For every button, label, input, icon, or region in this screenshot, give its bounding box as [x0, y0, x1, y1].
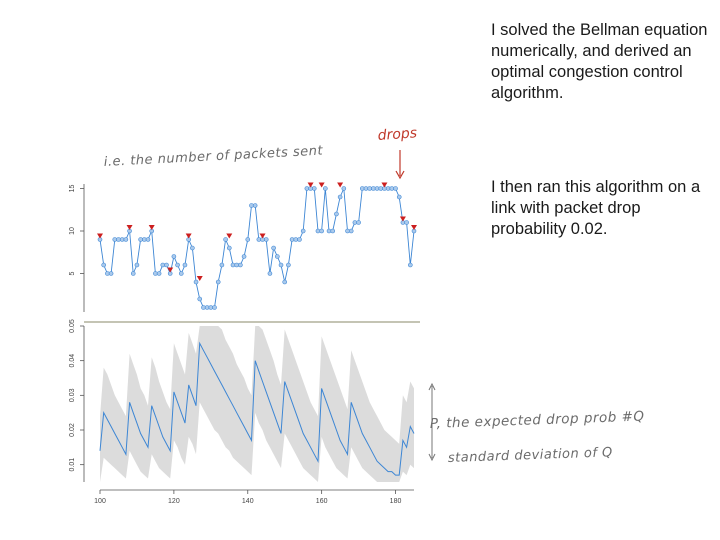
packets-sent-point	[341, 186, 347, 191]
packets-sent-point	[223, 237, 228, 242]
packets-sent-point	[300, 228, 306, 234]
packets-sent-line	[99, 188, 415, 308]
packets-sent-point	[330, 228, 336, 234]
annotation-drops: drops	[377, 125, 417, 144]
std-dev-band	[100, 326, 414, 482]
packets-sent-point	[123, 237, 129, 242]
packets-sent-point	[271, 245, 276, 251]
packets-sent-point	[238, 262, 243, 268]
packets-sent-point	[156, 271, 162, 276]
packets-sent-point	[108, 271, 114, 276]
packets-sent-point	[101, 262, 106, 268]
drop-marker	[411, 225, 417, 230]
bottom-y-tick-label: 0.05	[69, 319, 76, 333]
packets-sent-point	[408, 262, 413, 268]
packets-sent-point	[278, 262, 284, 268]
packets-sent-point	[263, 237, 269, 242]
bottom-panel: 0.01 0.02 0.03 0.04 0.05 100 120 140 160 180	[69, 319, 415, 505]
drop-marker	[337, 182, 344, 188]
note-bellman: I solved the Bellman equation numericall…	[491, 21, 708, 102]
drop-marker	[97, 233, 103, 239]
packets-sent-point	[190, 245, 195, 251]
packets-sent-point	[212, 305, 217, 310]
packets-sent-point	[197, 296, 203, 302]
packets-sent-point	[219, 262, 225, 268]
top-y-tick-label: 15	[69, 185, 76, 193]
x-tick-label: 180	[390, 498, 402, 505]
packets-sent-point	[134, 262, 140, 268]
bottom-y-tick-label: 0.04	[69, 354, 76, 368]
packets-sent-point	[275, 254, 280, 259]
annotation-std-dev: standard deviation of Q	[448, 445, 613, 466]
packets-sent-point	[282, 279, 288, 285]
top-panel: 5 10 15	[69, 182, 420, 323]
x-tick-label: 140	[242, 498, 254, 505]
packets-sent-point	[245, 237, 251, 242]
note-ran-algorithm: I then ran this algorithm on a link with…	[491, 178, 701, 238]
packets-sent-point	[297, 237, 302, 242]
drop-marker	[126, 225, 133, 230]
drop-marker	[259, 233, 266, 239]
packets-sent-point	[323, 186, 328, 191]
annotation-packets-sent: i.e. the number of packets sent	[103, 144, 323, 170]
packets-sent-point	[130, 271, 136, 276]
expected-drop-line	[99, 341, 415, 476]
x-tick-label: 160	[316, 498, 328, 505]
top-y-tick-label: 10	[69, 227, 76, 235]
drop-marker	[399, 216, 406, 222]
drop-marker	[196, 276, 203, 281]
packets-sent-point	[396, 194, 402, 200]
annotation-expected-drop: P, the expected drop prob #Q	[430, 409, 645, 432]
packets-sent-point	[404, 220, 409, 225]
drop-marker	[381, 182, 388, 188]
drop-marker	[307, 182, 314, 188]
packets-sent-point	[311, 186, 317, 191]
packets-sent-point	[182, 262, 188, 268]
packets-sent-point	[319, 228, 324, 234]
packets-sent-point	[267, 271, 273, 276]
packets-sent-point	[171, 254, 177, 259]
packets-sent-point	[175, 262, 180, 268]
packets-sent-point	[215, 279, 221, 285]
bottom-y-tick-label: 0.03	[69, 388, 76, 402]
packets-sent-point	[334, 211, 339, 217]
packets-sent-point	[178, 271, 184, 276]
packets-sent-point	[356, 220, 361, 225]
packets-sent-point	[145, 237, 151, 242]
x-tick-label: 100	[94, 498, 106, 505]
packets-sent-point	[393, 186, 398, 191]
packets-sent-point	[348, 228, 354, 234]
drop-marker	[318, 182, 325, 188]
x-tick-label: 120	[168, 498, 180, 505]
packets-sent-point	[226, 245, 232, 251]
packets-sent-point	[193, 279, 199, 285]
top-y-tick-label: 5	[69, 271, 76, 275]
drop-marker	[185, 233, 192, 239]
packets-sent-point	[164, 262, 169, 268]
packets-sent-point	[286, 262, 291, 268]
drop-marker	[148, 225, 155, 230]
packets-sent-point	[252, 203, 258, 208]
drop-marker	[226, 233, 233, 239]
bottom-y-tick-label: 0.01	[69, 458, 76, 472]
bottom-y-tick-label: 0.02	[69, 423, 76, 437]
bracket-arrow-icon	[428, 382, 436, 462]
drops-arrow-icon	[395, 150, 405, 180]
packets-sent-point	[337, 194, 343, 200]
drop-marker	[167, 267, 174, 273]
packets-sent-point	[241, 254, 247, 259]
